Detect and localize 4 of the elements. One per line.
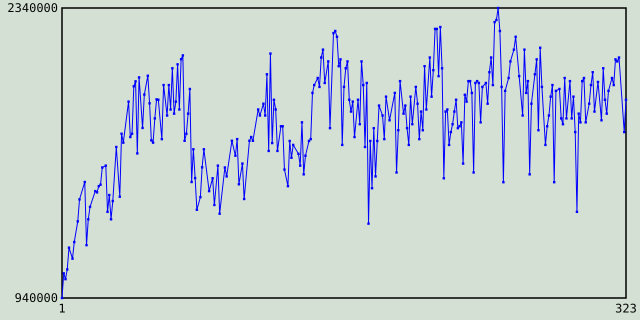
y-tick-label: 940000 (14, 290, 58, 305)
y-tick-label: 2340000 (7, 0, 58, 15)
x-tick-label: 323 (615, 302, 637, 316)
x-tick-label: 1 (58, 302, 66, 316)
